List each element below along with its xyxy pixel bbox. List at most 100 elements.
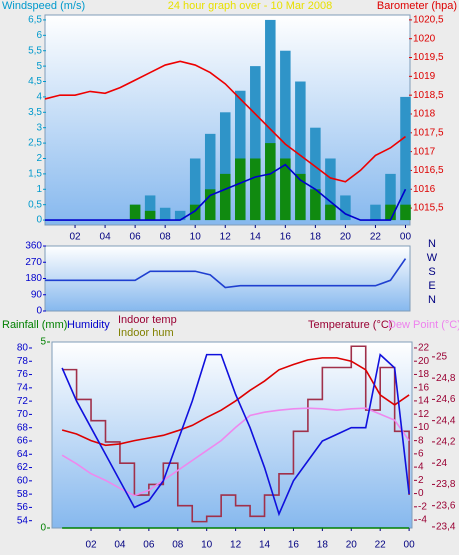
y-tick-label: 24 bbox=[436, 458, 448, 469]
bar bbox=[325, 204, 336, 221]
y-tick-label: 1015,5 bbox=[413, 203, 444, 214]
bar bbox=[370, 204, 381, 221]
y-tick-label: 2 bbox=[418, 475, 424, 486]
compass-label: S bbox=[428, 266, 435, 278]
bar bbox=[144, 195, 156, 221]
bar bbox=[159, 207, 171, 221]
y-tick-label: 76 bbox=[17, 369, 29, 380]
bar bbox=[265, 19, 276, 221]
y-tick-label: 23,4 bbox=[436, 522, 456, 533]
bar bbox=[204, 133, 216, 221]
compass-label: E bbox=[428, 280, 435, 292]
x-tick-label: 18 bbox=[310, 232, 322, 243]
x-tick-label: 12 bbox=[230, 540, 242, 551]
y-tick-label: 24,2 bbox=[436, 437, 456, 448]
y-tick-label: 1 bbox=[36, 184, 42, 195]
y-tick-label: 20 bbox=[418, 356, 430, 367]
y-tick-label: 6 bbox=[418, 449, 424, 460]
compass-label: N bbox=[428, 238, 436, 250]
x-tick-label: 10 bbox=[190, 232, 202, 243]
y-tick-label: 24,4 bbox=[436, 415, 456, 426]
series-line bbox=[61, 357, 410, 447]
y-tick-label: 2,5 bbox=[28, 138, 42, 149]
bar bbox=[295, 173, 306, 221]
x-tick-label: 22 bbox=[370, 232, 382, 243]
bar bbox=[280, 50, 291, 221]
compass-label: N bbox=[428, 294, 436, 306]
x-tick-label: 12 bbox=[220, 232, 232, 243]
y-tick-label: 64 bbox=[17, 449, 29, 460]
y-tick-label: 24,8 bbox=[436, 373, 456, 384]
series-line bbox=[45, 163, 407, 221]
compass-label: W bbox=[427, 252, 438, 264]
x-tick-label: 06 bbox=[130, 232, 142, 243]
x-tick-label: 16 bbox=[280, 232, 292, 243]
bar bbox=[325, 158, 336, 221]
y-tick-label: 25 bbox=[436, 352, 448, 363]
y-tick-label: 1016,5 bbox=[413, 165, 444, 176]
y-tick-label: 23,6 bbox=[436, 500, 456, 511]
series-line bbox=[44, 60, 406, 183]
y-tick-label: 14 bbox=[418, 396, 430, 407]
bar bbox=[280, 158, 291, 221]
y-tick-label: 72 bbox=[17, 396, 29, 407]
y-tick-label: 62 bbox=[17, 462, 29, 473]
y-tick-label: 1016 bbox=[413, 184, 436, 195]
axis-label: Temperature (°C) bbox=[308, 319, 392, 331]
plot-area bbox=[44, 245, 411, 312]
bar bbox=[189, 158, 201, 221]
y-tick-label: 4,5 bbox=[28, 76, 42, 87]
y-tick-label: 3,5 bbox=[28, 107, 42, 118]
y-tick-label: 1019 bbox=[413, 71, 436, 82]
y-tick-label: 0,5 bbox=[28, 199, 42, 210]
y-tick-label: 5 bbox=[36, 61, 42, 72]
bar bbox=[310, 189, 321, 221]
chart-title: 24 hour graph over - 10 Mar 2008 bbox=[168, 0, 333, 12]
y-tick-label: 2 bbox=[36, 153, 42, 164]
y-tick-label: 80 bbox=[17, 343, 29, 354]
bar bbox=[204, 189, 216, 221]
series-line bbox=[62, 345, 410, 523]
y-tick-label: 8 bbox=[418, 435, 424, 446]
x-tick-label: 16 bbox=[288, 540, 300, 551]
series-line bbox=[61, 407, 410, 497]
y-axis-title: Windspeed (m/s) bbox=[2, 0, 85, 12]
y-tick-label: 0 bbox=[418, 488, 424, 499]
y-tick-label: 78 bbox=[17, 356, 29, 367]
axis-label: Humidity bbox=[67, 319, 110, 331]
series-line bbox=[61, 353, 410, 517]
axis-label: Indoor temp bbox=[118, 314, 177, 326]
y-tick-label: 22 bbox=[418, 343, 430, 354]
bar bbox=[340, 195, 351, 221]
bar bbox=[219, 112, 231, 221]
y-tick-label: 0 bbox=[40, 523, 46, 534]
y-tick-label: 1018,5 bbox=[413, 90, 444, 101]
y-tick-label: 4 bbox=[36, 92, 42, 103]
bar bbox=[235, 158, 246, 221]
y-tick-label: 5,5 bbox=[28, 45, 42, 56]
y-tick-label: 16 bbox=[418, 382, 430, 393]
x-tick-label: 00 bbox=[404, 540, 416, 551]
x-tick-label: 20 bbox=[346, 540, 358, 551]
x-tick-label: 04 bbox=[100, 232, 112, 243]
x-tick-label: 20 bbox=[340, 232, 352, 243]
x-tick-label: 02 bbox=[69, 232, 81, 243]
x-tick-label: 02 bbox=[85, 540, 97, 551]
bar bbox=[250, 66, 261, 221]
y-tick-label: 360 bbox=[25, 241, 42, 252]
y-tick-label: 0 bbox=[36, 215, 42, 226]
y-tick-label: 54 bbox=[17, 515, 29, 526]
y-tick-label: 12 bbox=[418, 409, 430, 420]
y-tick-label: 180 bbox=[25, 273, 42, 284]
axis-label: Indoor hum bbox=[118, 327, 174, 339]
bar bbox=[219, 173, 231, 221]
bar bbox=[310, 127, 321, 221]
y-tick-label: 1,5 bbox=[28, 169, 42, 180]
y-tick-label: 10 bbox=[418, 422, 430, 433]
y-tick-label: 4 bbox=[418, 462, 424, 473]
y-tick-label: 24,6 bbox=[436, 394, 456, 405]
x-tick-label: 14 bbox=[259, 540, 271, 551]
y-tick-label: 6,5 bbox=[28, 15, 42, 26]
y-tick-label: 70 bbox=[17, 409, 29, 420]
